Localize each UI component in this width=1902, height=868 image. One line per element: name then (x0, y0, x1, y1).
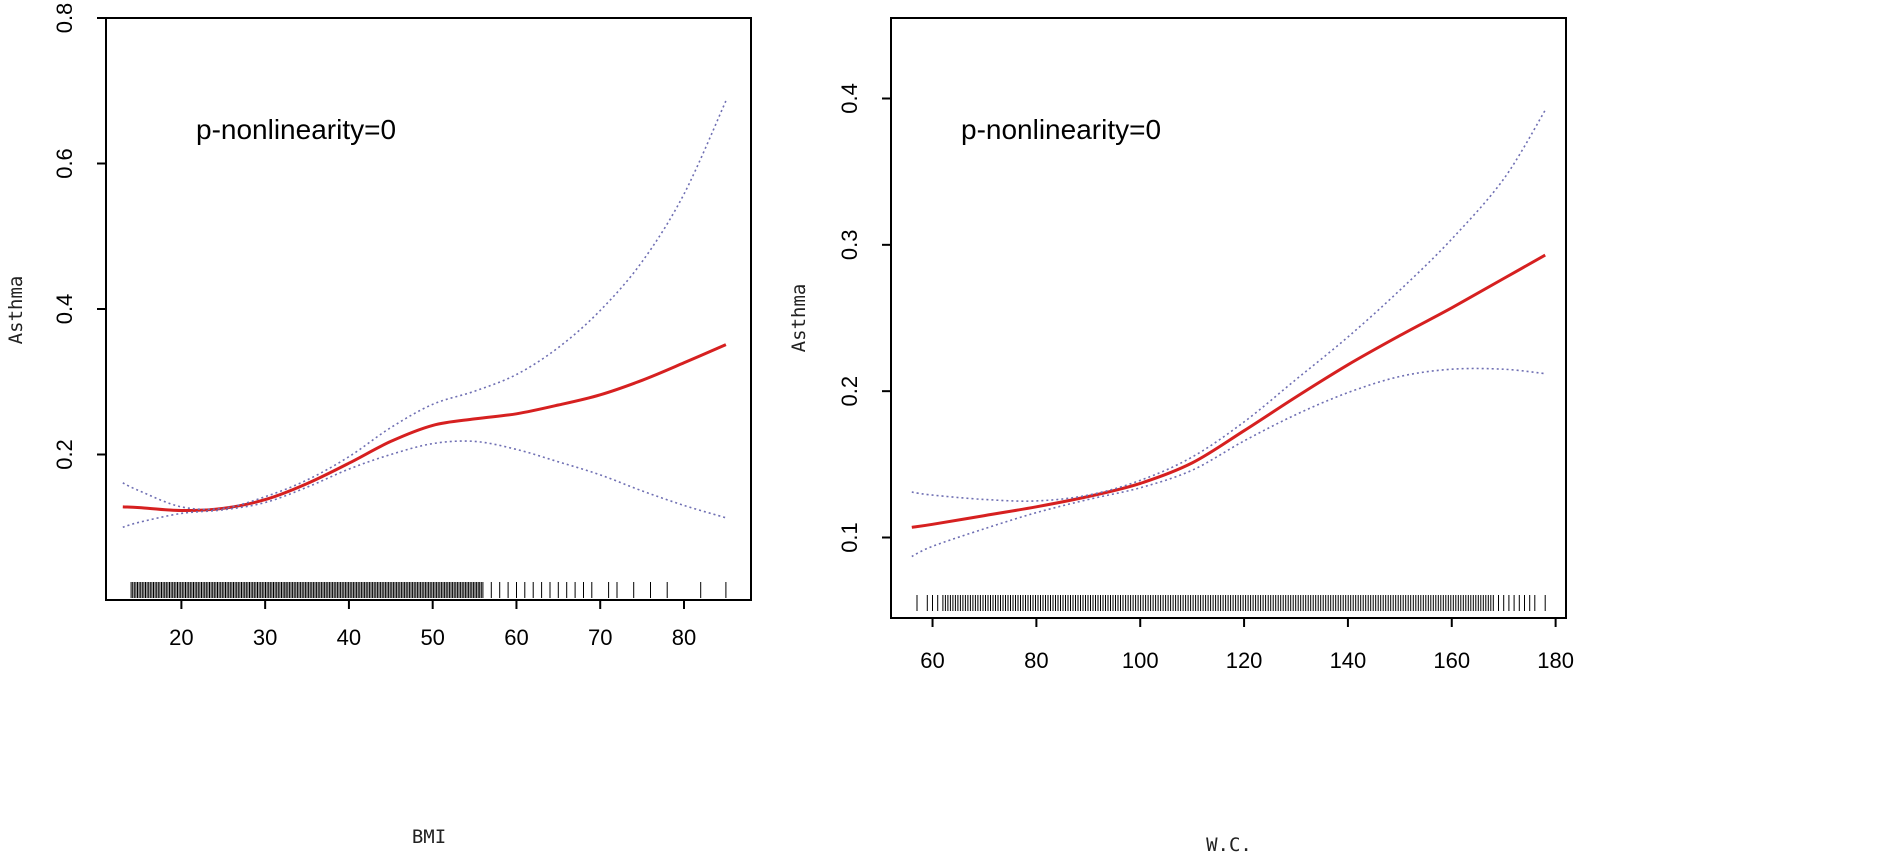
bmi-upper-line (122, 100, 727, 511)
wc-y-axis-title: Asthma (788, 284, 810, 353)
wc-y-tick-label: 0.4 (837, 83, 862, 114)
wc-y-tick-label: 0.2 (837, 376, 862, 407)
wc-panel: 60 80 100 120 140 160 180 0.1 0.2 0.3 0.4 p-nonlin… (788, 17, 1574, 856)
bmi-x-tick-label: 20 (169, 625, 193, 650)
wc-x-tick-label: 140 (1330, 648, 1367, 673)
bmi-y-tick-label: 0.6 (52, 148, 77, 179)
bmi-lower-line (122, 440, 727, 529)
wc-x-axis-title: W.C. (1206, 834, 1252, 856)
bmi-y-tick-label: 0.8 (52, 3, 77, 34)
wc-x-tick-label: 100 (1122, 648, 1159, 673)
wc-annotation: p-nonlinearity=0 (961, 114, 1161, 145)
wc-x-tick-label: 180 (1537, 648, 1574, 673)
bmi-panel: 20 30 40 50 60 70 80 0.2 0.4 0.6 0.8 p-nonlinearit… (5, 3, 752, 848)
wc-x-tick-label: 60 (920, 648, 944, 673)
bmi-y-axis-title: Asthma (5, 276, 27, 345)
bmi-annotation: p-nonlinearity=0 (196, 114, 396, 145)
bmi-x-tick-label: 80 (672, 625, 696, 650)
wc-plot-frame (890, 17, 1567, 619)
wc-ticks: 60 80 100 120 140 160 180 0.1 0.2 0.3 0.4 (837, 83, 1574, 673)
wc-estimate-line (911, 253, 1546, 529)
wc-rug (916, 595, 1546, 611)
bmi-x-tick-label: 30 (253, 625, 277, 650)
bmi-plot-frame (105, 17, 752, 601)
bmi-y-tick-label: 0.4 (52, 294, 77, 325)
wc-lower-line (911, 367, 1546, 558)
bmi-rug (130, 582, 727, 598)
wc-y-tick-label: 0.3 (837, 230, 862, 261)
wc-lines (911, 109, 1546, 558)
bmi-estimate-line (122, 343, 727, 513)
bmi-x-tick-label: 50 (420, 625, 444, 650)
bmi-x-tick-label: 70 (588, 625, 612, 650)
bmi-x-axis-title: BMI (412, 826, 446, 848)
bmi-ticks: 20 30 40 50 60 70 80 0.2 0.4 0.6 0.8 (52, 3, 696, 650)
wc-x-tick-label: 120 (1226, 648, 1263, 673)
bmi-x-tick-label: 40 (337, 625, 361, 650)
wc-x-tick-label: 160 (1433, 648, 1470, 673)
bmi-x-tick-label: 60 (504, 625, 528, 650)
bmi-y-tick-label: 0.2 (52, 439, 77, 470)
wc-x-tick-label: 80 (1024, 648, 1048, 673)
wc-y-tick-label: 0.1 (837, 522, 862, 553)
bmi-lines (122, 100, 727, 529)
